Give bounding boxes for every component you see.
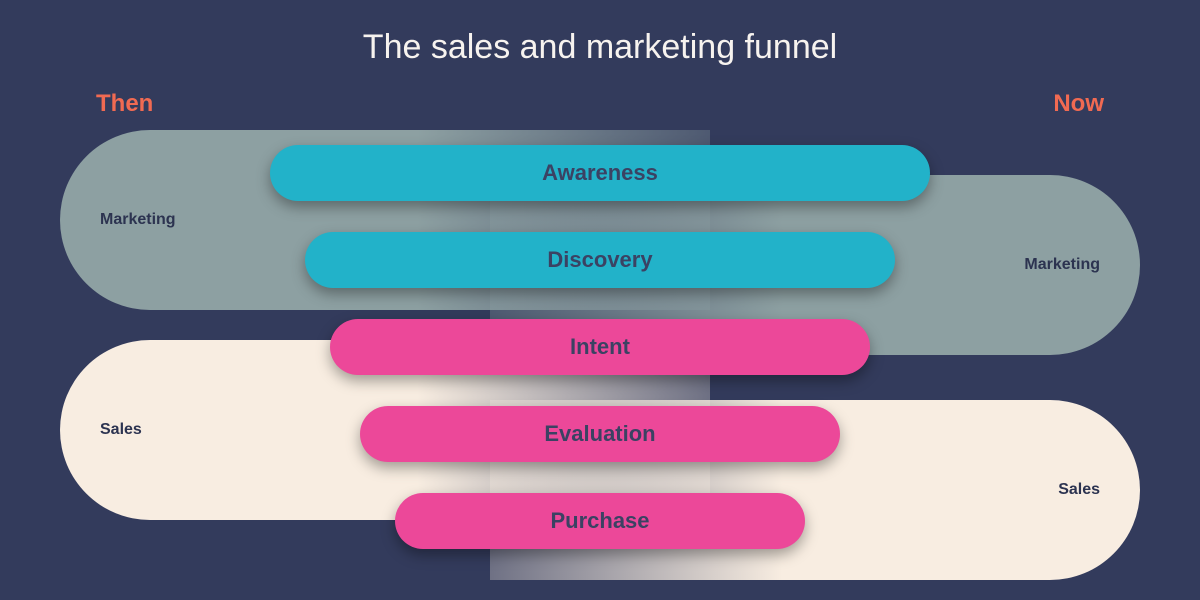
page-title: The sales and marketing funnel xyxy=(0,28,1200,67)
then-marketing-label: Marketing xyxy=(100,211,176,229)
funnel-stage-intent: Intent xyxy=(330,319,870,375)
funnel-stage-evaluation: Evaluation xyxy=(360,406,840,462)
funnel-stage-discovery: Discovery xyxy=(305,232,895,288)
then-heading: Then xyxy=(96,90,153,118)
then-sales-label: Sales xyxy=(100,421,142,439)
funnel-stage-purchase: Purchase xyxy=(395,493,805,549)
now-heading: Now xyxy=(1053,90,1104,118)
funnel-stage-awareness: Awareness xyxy=(270,145,930,201)
now-marketing-label: Marketing xyxy=(1024,256,1100,274)
now-sales-label: Sales xyxy=(1058,481,1100,499)
